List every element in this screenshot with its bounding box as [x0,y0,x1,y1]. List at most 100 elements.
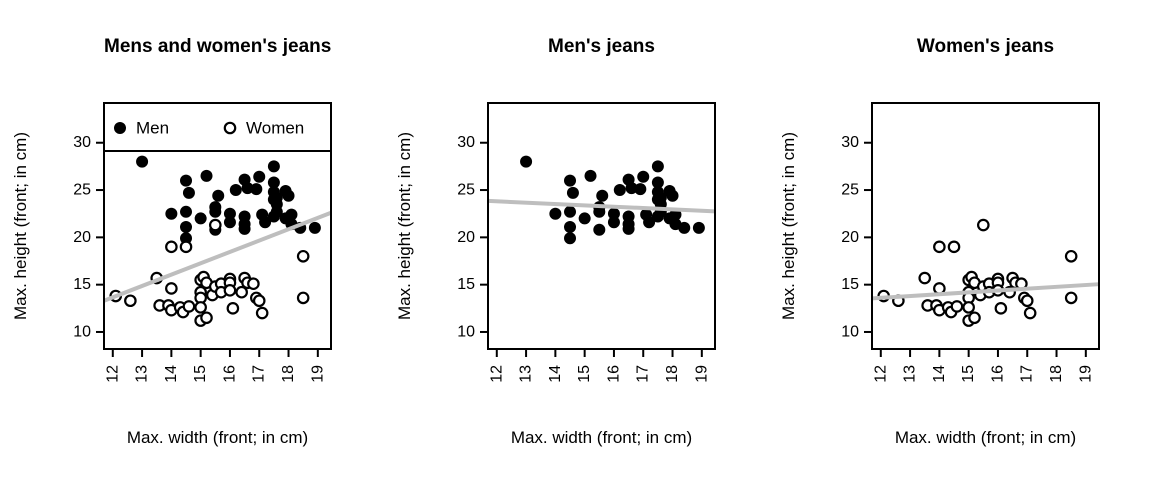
plot-box [871,102,1100,350]
data-point-men [267,176,280,189]
x-tick-label: 14 [163,365,180,383]
data-point-men [678,221,691,234]
data-point-women [296,249,310,263]
data-point-men [564,174,577,187]
x-tick-label: 19 [1077,365,1094,383]
panel-women: Women's jeans Max. height (front; in cm)… [768,0,1152,480]
data-point-men [285,208,298,221]
data-point-women [968,311,981,325]
x-tick-label: 14 [547,365,564,383]
x-tick-label: 17 [1019,365,1036,383]
data-point-women [226,302,240,315]
data-point-women [296,291,310,305]
data-point-women [165,240,178,254]
data-point-men [578,212,591,225]
data-point-men [613,184,626,197]
data-point-men [270,205,283,218]
data-point-women [165,282,178,295]
data-point-men [180,220,193,233]
data-point-men [259,216,272,229]
data-point-men [607,207,620,220]
data-point-men [194,212,207,225]
data-point-women [200,311,213,325]
data-point-women [182,300,196,313]
data-point-women [950,300,964,313]
x-tick-label: 19 [309,365,326,383]
data-point-men [180,174,193,187]
y-tick-label: 30 [73,134,91,151]
y-tick-label: 15 [457,276,475,293]
data-point-women [209,218,222,232]
x-tick-label: 19 [693,365,710,383]
data-point-men [651,160,664,173]
data-point-men [282,189,295,202]
chart-title-men: Men's jeans [548,36,655,57]
x-tick-label: 16 [221,365,238,383]
data-point-women [1020,294,1034,308]
x-axis-label: Max. width (front; in cm) [894,428,1077,447]
x-tick-label: 13 [518,365,535,383]
x-tick-label: 15 [192,365,209,383]
data-point-men [607,216,620,229]
y-tick-label: 30 [457,134,475,151]
legend-box [103,102,332,152]
plot-box [487,102,716,350]
data-point-women [1064,249,1078,263]
y-tick-label: 10 [841,323,859,340]
y-tick-label: 15 [73,276,91,293]
data-point-men [637,170,650,183]
data-point-men [520,155,533,168]
x-axis-label: Max. width (front; in cm) [126,428,309,447]
data-point-men [564,220,577,233]
data-point-men [564,205,577,218]
legend-marker-women-icon [223,121,237,135]
y-tick-label: 25 [457,182,475,199]
data-point-men [223,207,236,220]
x-tick-label: 14 [931,365,948,383]
data-point-women [252,294,266,308]
data-point-women [994,302,1008,315]
data-point-men [566,186,579,199]
y-tick-label: 10 [457,323,475,340]
data-point-men [229,184,242,197]
data-point-women [962,301,975,314]
x-tick-label: 16 [605,365,622,383]
chart-title-combined: Mens and women's jeans [104,36,332,57]
y-tick-label: 20 [73,229,91,246]
scatter-plot-women: 10 15 20 25 30 12 13 14 15 16 17 18 19 [841,102,1100,383]
data-point-men [564,232,577,245]
data-point-men [308,221,321,234]
data-point-women [223,284,237,297]
y-tick-label: 30 [841,134,859,151]
trend-line [871,282,1100,301]
data-point-men [180,205,193,218]
chart-title-women: Women's jeans [916,36,1055,57]
y-tick-label: 10 [73,323,91,340]
data-point-men [212,189,225,202]
x-tick-label: 15 [960,365,977,383]
data-point-men [634,183,647,196]
x-tick-label: 18 [280,365,297,383]
data-point-men [549,207,562,220]
x-tick-label: 13 [134,365,151,383]
x-axis-label: Max. width (front; in cm) [510,428,693,447]
x-tick-label: 17 [251,365,268,383]
legend-marker-men-icon [114,122,126,134]
x-tick-label: 13 [902,365,919,383]
y-tick-label: 25 [73,182,91,199]
trend-line [487,198,716,214]
data-point-men [136,155,149,168]
x-tick-label: 18 [664,365,681,383]
data-point-men [651,176,664,189]
data-point-men [209,205,222,218]
x-tick-label: 12 [488,365,505,383]
y-tick-label: 20 [841,229,859,246]
legend-label-men: Men [136,119,169,138]
data-point-men [250,183,263,196]
data-point-men [238,222,251,235]
trend-line [103,210,332,303]
data-point-men [253,170,266,183]
panel-combined: Mens and women's jeans Max. height (fron… [0,0,384,480]
data-point-men [692,221,705,234]
